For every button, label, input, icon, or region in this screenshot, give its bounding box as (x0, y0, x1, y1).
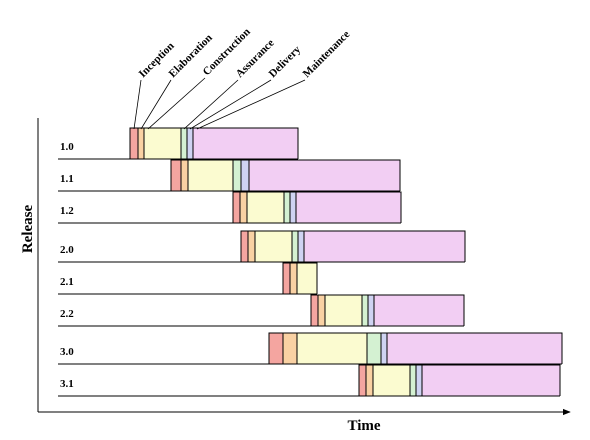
release-bar-outline (282, 262, 318, 294)
leader-line-elaboration (140, 79, 172, 130)
phase-bar-construction (325, 295, 362, 326)
phase-bar-elaboration (138, 128, 144, 159)
release-label: 1.1 (60, 173, 74, 185)
phase-bar-elaboration (366, 365, 373, 396)
x-axis-title: Time (347, 418, 380, 434)
phase-bar-delivery (290, 192, 296, 223)
release-bar-outline (170, 159, 401, 191)
phase-bar-maintenance (296, 192, 401, 223)
phase-bar-maintenance (374, 295, 464, 326)
phase-bar-assurance (181, 128, 187, 159)
leader-line-construction (147, 77, 206, 130)
phase-labels: InceptionElaborationConstructionAssuranc… (137, 26, 353, 80)
leader-line-maintenance (196, 79, 306, 130)
y-axis-title: Release (20, 205, 36, 254)
phase-bar-inception (233, 192, 240, 223)
leader-line-delivery (189, 79, 272, 130)
release-row: 2.1 (58, 262, 318, 295)
phase-bar-construction (247, 192, 284, 223)
phase-bar-assurance (367, 333, 381, 364)
phase-bar-elaboration (240, 192, 247, 223)
phase-leader-lines (133, 77, 306, 130)
phase-bar-delivery (368, 295, 374, 326)
phase-bar-assurance (233, 160, 241, 191)
release-bar-outline (358, 364, 561, 396)
phase-bar-delivery (381, 333, 387, 364)
leader-line-assurance (183, 79, 239, 130)
phase-bar-assurance (284, 192, 290, 223)
release-label: 2.1 (60, 276, 74, 288)
release-label: 2.2 (60, 308, 74, 320)
release-row: 2.0 (58, 230, 466, 263)
phase-bar-inception (359, 365, 366, 396)
release-label: 3.0 (60, 346, 74, 358)
phase-bar-inception (269, 333, 283, 364)
release-label: 1.0 (60, 141, 74, 153)
phase-bar-construction (144, 128, 181, 159)
release-row: 1.2 (58, 191, 402, 224)
release-row: 3.1 (58, 364, 561, 397)
phase-bar-inception (311, 295, 318, 326)
phase-bar-delivery (241, 160, 249, 191)
release-bar-outline (232, 191, 402, 223)
release-bar-outline (129, 127, 299, 159)
phase-bar-maintenance (193, 128, 298, 159)
release-row: 1.0 (58, 127, 299, 160)
phase-bar-construction (255, 231, 292, 262)
release-bar-outline (240, 230, 466, 262)
phase-bar-delivery (416, 365, 422, 396)
phase-bar-assurance (292, 231, 298, 262)
phase-bar-inception (171, 160, 181, 191)
phase-bar-inception (283, 263, 290, 294)
phase-bar-elaboration (290, 263, 297, 294)
phase-bar-construction (188, 160, 233, 191)
release-label: 3.1 (60, 378, 74, 390)
phase-bar-elaboration (248, 231, 255, 262)
release-label: 1.2 (60, 205, 74, 217)
phase-bar-maintenance (387, 333, 562, 364)
release-row: 1.1 (58, 159, 401, 192)
phase-bar-construction (297, 263, 317, 294)
phase-bar-delivery (298, 231, 304, 262)
leader-line-inception (133, 79, 142, 130)
phase-bar-inception (241, 231, 248, 262)
phase-bar-elaboration (181, 160, 188, 191)
release-bar-outline (310, 294, 465, 326)
release-label: 2.0 (60, 244, 74, 256)
phase-bar-inception (130, 128, 138, 159)
phase-bar-elaboration (283, 333, 297, 364)
release-bar-outline (268, 332, 563, 364)
release-row: 3.0 (58, 332, 563, 365)
phase-bar-maintenance (249, 160, 400, 191)
phase-bar-construction (297, 333, 367, 364)
phase-bar-construction (373, 365, 410, 396)
release-rows: 1.0 1.1 1.2 2.0 2.1 2.2 3.0 3.1 (58, 127, 563, 397)
phase-bar-maintenance (422, 365, 560, 396)
release-row: 2.2 (58, 294, 465, 327)
phase-bar-assurance (362, 295, 368, 326)
phase-label-maintenance: Maintenance (301, 28, 353, 80)
phase-bar-maintenance (304, 231, 465, 262)
phase-bar-delivery (187, 128, 193, 159)
phase-bar-elaboration (318, 295, 325, 326)
phase-bar-assurance (410, 365, 416, 396)
